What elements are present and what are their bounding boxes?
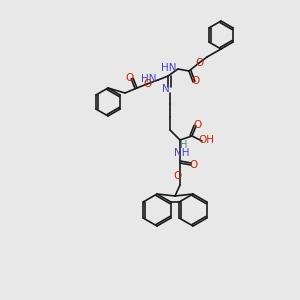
Text: H: H (180, 140, 188, 150)
Text: NH: NH (174, 148, 190, 158)
Text: O: O (173, 171, 181, 181)
Text: HN: HN (161, 63, 177, 73)
Text: N: N (162, 84, 170, 94)
Text: O: O (194, 120, 202, 130)
Text: O: O (126, 73, 134, 83)
Text: O: O (190, 160, 198, 170)
Text: OH: OH (198, 135, 214, 145)
Text: O: O (191, 76, 199, 86)
Text: HN: HN (142, 74, 157, 84)
Text: O: O (195, 58, 203, 68)
Text: O: O (143, 79, 151, 89)
